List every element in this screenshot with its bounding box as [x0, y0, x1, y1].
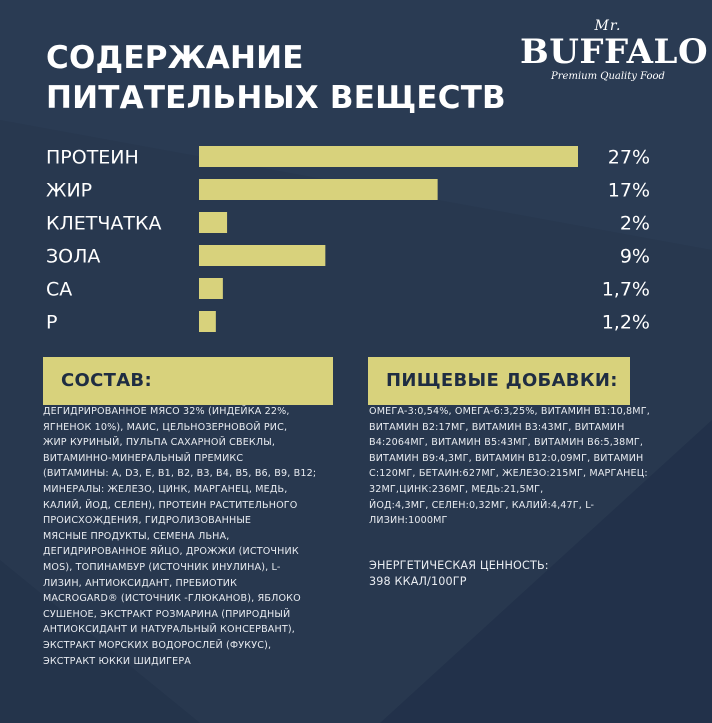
- brand-logo-mr: Mr.: [594, 18, 622, 34]
- composition-line: МИНЕРАЛЫ: ЖЕЛЕЗО, ЦИНК, МАРГАНЕЦ, МЕДЬ,: [43, 483, 288, 495]
- additives-line: ВИТАМИН B9:4,3МГ, ВИТАМИН B12:0,09МГ, ВИ…: [369, 452, 644, 464]
- value-label: 1,2%: [602, 312, 650, 334]
- additives-line: 32МГ,ЦИНК:236МГ, МЕДЬ:21,5МГ,: [369, 483, 544, 495]
- composition-line: АНТИОКСИДАНТ И НАТУРАЛЬНЫЙ КОНСЕРВАНТ),: [43, 624, 295, 636]
- category-label: CA: [46, 279, 72, 301]
- value-label: 1,7%: [602, 279, 650, 301]
- additives-line: ВИТАМИН B2:17МГ, ВИТАМИН B3:43МГ, ВИТАМИ…: [369, 421, 625, 433]
- composition-line: (ВИТАМИНЫ: A, D3, E, B1, B2, B3, B4, B5,…: [43, 468, 317, 480]
- additives-line: B4:2064МГ, ВИТАМИН B5:43МГ, ВИТАМИН B6:5…: [369, 437, 644, 449]
- composition-line: СУШЕНОЕ, ЭКСТРАКТ РОЗМАРИНА (ПРИРОДНЫЙ: [43, 608, 291, 620]
- category-label: P: [46, 312, 57, 334]
- composition-line: ПРОИСХОЖДЕНИЯ, ГИДРОЛИЗОВАННЫЕ: [43, 515, 252, 527]
- composition-line: MACROGARD® (ИСТОЧНИК -ГЛЮКАНОВ), ЯБЛОКО: [43, 593, 301, 605]
- composition-line: МЯСНЫЕ ПРОДУКТЫ, СЕМЕНА ЛЬНА,: [43, 530, 230, 542]
- value-label: 2%: [620, 213, 650, 235]
- composition-line: ЖИР КУРИНЫЙ, ПУЛЬПА САХАРНОЙ СВЕКЛЫ,: [43, 437, 276, 449]
- page-title-line-2: ПИТАТЕЛЬНЫХ ВЕЩЕСТВ: [46, 80, 506, 116]
- brand-logo-tagline: Premium Quality Food: [551, 71, 665, 82]
- bar: [199, 146, 578, 167]
- bar: [199, 212, 228, 233]
- category-label: ЗОЛА: [46, 246, 100, 268]
- energy-label: ЭНЕРГЕТИЧЕСКАЯ ЦЕННОСТЬ:: [369, 559, 549, 572]
- composition-header: СОСТАВ:: [43, 357, 333, 405]
- composition-line: ЭКСТРАКТ МОРСКИХ ВОДОРОСЛЕЙ (ФУКУС),: [43, 639, 272, 651]
- composition-line: ЭКСТРАКТ ЮККИ ШИДИГЕРА: [43, 655, 192, 667]
- category-label: ПРОТЕИН: [46, 147, 139, 169]
- page-title: СОДЕРЖАНИЕ ПИТАТЕЛЬНЫХ ВЕЩЕСТВ: [46, 38, 506, 118]
- bar: [199, 278, 223, 299]
- bar: [199, 245, 326, 266]
- composition-text: ДЕГИДРИРОВАННОЕ МЯСО 32% (ИНДЕЙКА 22%, ЯГ…: [43, 404, 343, 669]
- additives-text: ОМЕГА-3:0,54%, ОМЕГА-6:3,25%, ВИТАМИН B1…: [369, 404, 669, 529]
- additives-line: ЙОД:4,3МГ, СЕЛЕН:0,32МГ, КАЛИЙ:4,47Г, L-: [369, 499, 595, 511]
- page-title-line-1: СОДЕРЖАНИЕ: [46, 40, 304, 76]
- category-label: КЛЕТЧАТКА: [46, 213, 162, 235]
- composition-line: ЯГНЕНОК 10%), МАИС, ЦЕЛЬНОЗЕРНОВОЙ РИС,: [43, 421, 288, 433]
- additives-line: ОМЕГА-3:0,54%, ОМЕГА-6:3,25%, ВИТАМИН B1…: [369, 406, 650, 417]
- energy-amount: 398 ККАЛ/100ГР: [369, 575, 467, 588]
- additives-line: ЛИЗИН:1000МГ: [369, 515, 448, 527]
- composition-line: ДЕГИДРИРОВАННОЕ МЯСО 32% (ИНДЕЙКА 22%,: [43, 406, 290, 417]
- brand-logo: Mr. BUFFALO Premium Quality Food: [520, 18, 709, 92]
- value-label: 17%: [608, 180, 650, 202]
- category-label: ЖИР: [46, 180, 92, 202]
- energy-value: ЭНЕРГЕТИЧЕСКАЯ ЦЕННОСТЬ: 398 ККАЛ/100ГР: [369, 558, 669, 590]
- composition-line: КАЛИЙ, ЙОД, СЕЛЕН), ПРОТЕИН РАСТИТЕЛЬНОГ…: [43, 499, 298, 511]
- composition-line: ЛИЗИН, АНТИОКСИДАНТ, ПРЕБИОТИК: [43, 577, 238, 589]
- composition-line: ВИТАМИННО-МИНЕРАЛЬНЫЙ ПРЕМИКС: [43, 452, 244, 464]
- additives-line: C:120МГ, БЕТАИН:627МГ, ЖЕЛЕЗО:215МГ, МАР…: [369, 468, 648, 480]
- brand-logo-name: BUFFALO: [520, 32, 709, 72]
- bar: [199, 179, 438, 200]
- value-label: 9%: [620, 246, 650, 268]
- bar: [199, 311, 216, 332]
- composition-line: MOS), ТОПИНАМБУР (ИСТОЧНИК ИНУЛИНА), L-: [43, 561, 281, 573]
- composition-line: ДЕГИДРИРОВАННОЕ ЯЙЦО, ДРОЖЖИ (ИСТОЧНИК: [43, 546, 299, 558]
- additives-header: ПИЩЕВЫЕ ДОБАВКИ:: [368, 357, 630, 405]
- value-label: 27%: [608, 147, 650, 169]
